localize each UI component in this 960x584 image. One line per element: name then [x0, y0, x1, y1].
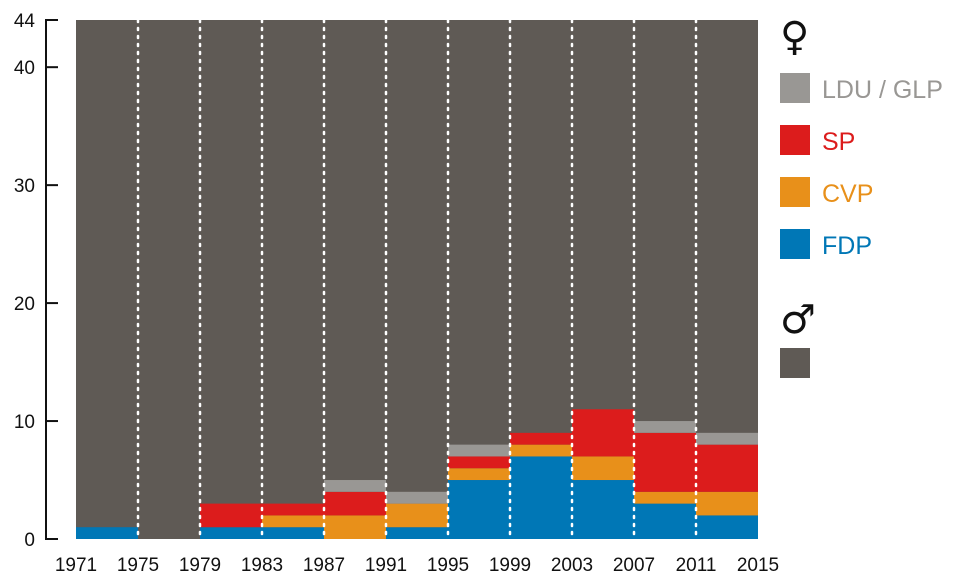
x-tick-label-1995: 1995: [427, 555, 469, 576]
bar-ldu-glp-2007: [634, 421, 696, 433]
bars-group: [76, 20, 758, 539]
bar-sp-1979: [200, 503, 262, 528]
y-tick-label-10: 10: [14, 412, 35, 433]
x-tick-label-2015: 2015: [737, 555, 779, 576]
bar-men-1975: [138, 20, 200, 539]
bar-cvp-1999: [510, 444, 572, 457]
x-tick-label-1979: 1979: [179, 555, 221, 576]
x-tick-label-1987: 1987: [303, 555, 345, 576]
legend-swatch-fdp: [780, 229, 810, 259]
bar-sp-2003: [572, 409, 634, 457]
bar-cvp-2003: [572, 456, 634, 481]
bar-sp-1995: [448, 456, 510, 469]
x-tick-label-2007: 2007: [613, 555, 655, 576]
female-symbol-icon: ♀: [780, 14, 809, 60]
bar-sp-1983: [262, 503, 324, 516]
bar-sp-2011: [696, 444, 758, 492]
y-tick-label-30: 30: [14, 176, 35, 197]
bar-ldu-glp-1987: [324, 480, 386, 492]
legend-swatch-ldu-glp: [780, 73, 810, 103]
bar-cvp-2011: [696, 491, 758, 516]
bar-fdp-1991: [386, 527, 448, 539]
bar-fdp-1971: [76, 527, 138, 539]
bar-men-1987: [324, 20, 386, 539]
legend-label-cvp: CVP: [822, 180, 873, 208]
bar-fdp-2011: [696, 515, 758, 539]
bar-fdp-2003: [572, 480, 634, 539]
bar-fdp-1999: [510, 456, 572, 539]
bar-cvp-1983: [262, 515, 324, 528]
period-dividers: [136, 18, 698, 541]
y-tick-label-0: 0: [24, 530, 35, 551]
x-tick-label-2003: 2003: [551, 555, 593, 576]
x-tick-label-1983: 1983: [241, 555, 283, 576]
bar-men-1991: [386, 20, 448, 539]
axes-group: 0 10 20 30 40 44 1971 1975 1979 1983 1987 1991 1995 1…: [14, 11, 779, 576]
x-tick-label-1999: 1999: [489, 555, 531, 576]
legend: ♀ ♂ LDU / GLP SP CVP FDP: [780, 14, 943, 378]
bar-cvp-1987: [324, 515, 386, 539]
legend-swatch-cvp: [780, 177, 810, 207]
legend-swatch-men: [780, 348, 810, 378]
bar-fdp-1983: [262, 527, 324, 539]
bar-men-1983: [262, 20, 324, 539]
bar-cvp-2007: [634, 491, 696, 504]
bar-ldu-glp-2011: [696, 432, 758, 445]
bar-sp-2007: [634, 432, 696, 492]
x-tick-label-1975: 1975: [117, 555, 159, 576]
bar-men-1979: [200, 20, 262, 539]
bar-cvp-1995: [448, 468, 510, 481]
x-tick-label-1971: 1971: [55, 555, 97, 576]
bar-sp-1987: [324, 491, 386, 516]
bar-cvp-1991: [386, 503, 448, 528]
bar-fdp-2007: [634, 503, 696, 539]
bar-ldu-glp-1995: [448, 444, 510, 457]
bar-ldu-glp-1991: [386, 491, 448, 504]
bar-sp-1999: [510, 432, 572, 445]
legend-label-sp: SP: [822, 128, 855, 156]
y-tick-label-20: 20: [14, 294, 35, 315]
legend-swatch-sp: [780, 125, 810, 155]
legend-label-ldu-glp: LDU / GLP: [822, 76, 943, 104]
bar-fdp-1979: [200, 527, 262, 539]
bar-men-1971: [76, 20, 138, 539]
male-symbol-icon: ♂: [780, 297, 816, 343]
x-tick-label-2011: 2011: [676, 555, 717, 576]
y-tick-label-44: 44: [14, 11, 36, 32]
bar-fdp-1995: [448, 480, 510, 539]
legend-label-fdp: FDP: [822, 232, 872, 260]
y-tick-label-40: 40: [14, 58, 35, 79]
x-tick-label-1991: 1991: [365, 555, 407, 576]
